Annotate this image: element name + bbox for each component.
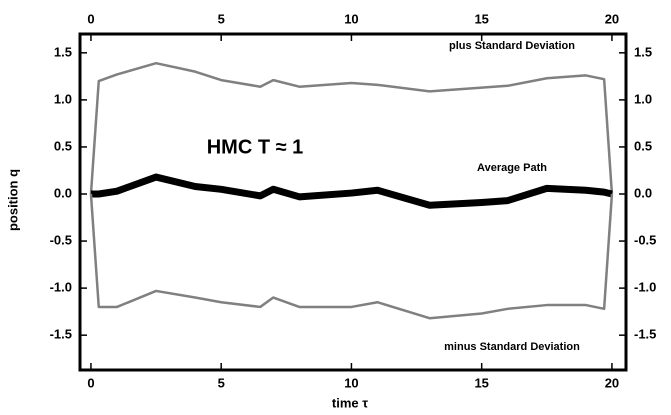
x-tick-label: 5: [218, 11, 225, 26]
y-axis-label: position q: [5, 169, 20, 231]
y-tick-label: -1.0: [634, 280, 656, 295]
y-tick-label: -1.5: [50, 327, 72, 342]
annotation: HMC T ≈ 1: [207, 136, 304, 158]
y-tick-label: 0.0: [634, 185, 652, 200]
annotation: minus Standard Deviation: [444, 341, 580, 353]
y-tick-label: 1.0: [634, 91, 652, 106]
y-tick-label: -0.5: [634, 232, 656, 247]
x-tick-label: 20: [605, 375, 619, 390]
y-tick-label: 0.5: [54, 138, 72, 153]
x-tick-label: 0: [87, 375, 94, 390]
annotation: plus Standard Deviation: [449, 40, 575, 52]
x-tick-label: 10: [344, 375, 358, 390]
x-tick-label: 15: [474, 11, 488, 26]
x-axis-label: time τ: [332, 395, 368, 410]
x-tick-label: 15: [474, 375, 488, 390]
y-tick-label: -0.5: [50, 232, 72, 247]
line-series: [89, 193, 614, 320]
y-tick-label: 0.5: [634, 138, 652, 153]
annotation: Average Path: [477, 162, 547, 174]
y-tick-label: -1.5: [634, 327, 656, 342]
y-tick-label: 1.5: [634, 44, 652, 59]
x-tick-label: 0: [87, 11, 94, 26]
x-tick-label: 5: [218, 375, 225, 390]
y-tick-label: 0.0: [54, 185, 72, 200]
x-tick-label: 20: [605, 11, 619, 26]
plot-frame: [78, 32, 628, 372]
line-series: [89, 61, 614, 195]
x-tick-label: 10: [344, 11, 358, 26]
y-tick-label: -1.0: [50, 280, 72, 295]
y-tick-label: 1.5: [54, 44, 72, 59]
y-tick-label: 1.0: [54, 91, 72, 106]
line-series: [90, 173, 613, 209]
